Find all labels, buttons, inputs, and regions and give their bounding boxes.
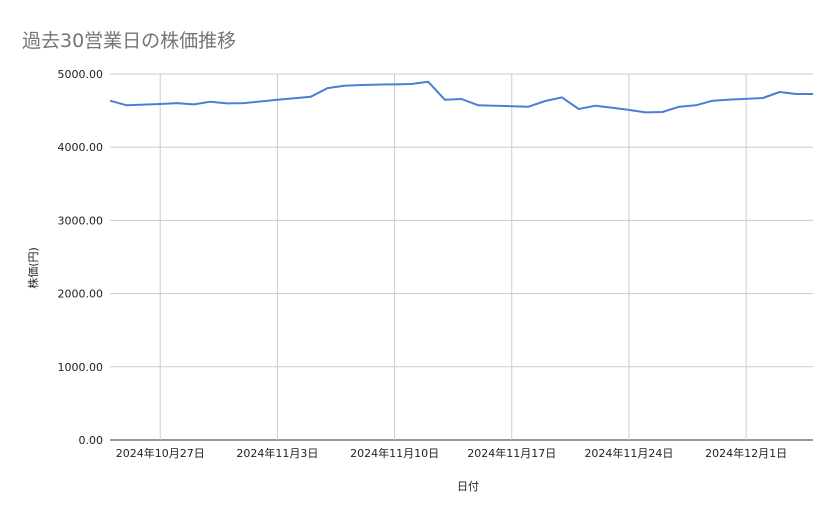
- series-line: [109, 80, 814, 114]
- chart-title: 過去30営業日の株価推移: [22, 30, 236, 52]
- y-axis-title: 株価(円): [26, 247, 40, 289]
- x-tick-label: 2024年11月24日: [584, 446, 673, 460]
- y-tick-label: 3000.00: [58, 214, 104, 227]
- y-axis-ticks: 0.00 1000.00 2000.00 3000.00 4000.00 5000.00: [58, 68, 104, 447]
- y-tick-label: 5000.00: [58, 68, 104, 81]
- y-tick-label: 0.00: [79, 434, 104, 447]
- x-axis-ticks: 2024年10月27日 2024年11月3日 2024年11月10日 2024年11月…: [116, 446, 787, 460]
- y-tick-label: 4000.00: [58, 141, 104, 154]
- x-axis-title: 日付: [457, 480, 479, 493]
- x-tick-label: 2024年11月17日: [467, 446, 556, 460]
- x-tick-label: 2024年11月3日: [236, 446, 318, 460]
- y-tick-label: 2000.00: [58, 288, 104, 301]
- y-tick-label: 1000.00: [58, 361, 104, 374]
- x-tick-label: 2024年12月1日: [705, 446, 787, 460]
- x-tick-label: 2024年11月10日: [350, 446, 439, 460]
- x-tick-label: 2024年10月27日: [116, 446, 205, 460]
- grid: [110, 73, 813, 441]
- series: [109, 80, 814, 114]
